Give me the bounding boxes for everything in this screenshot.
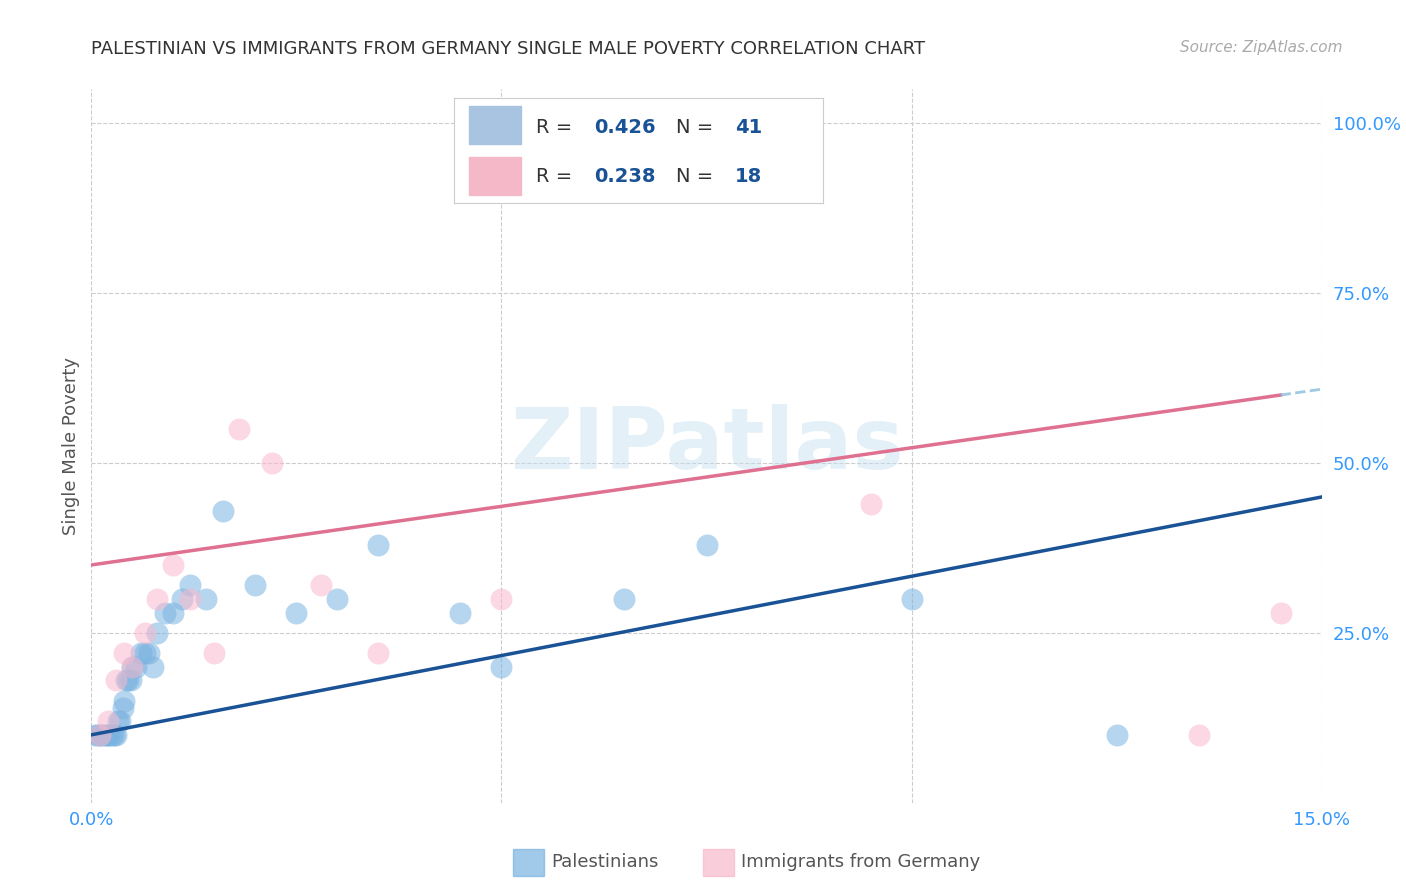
Point [121, 660, 143, 674]
Point [162, 606, 184, 620]
Point [162, 558, 184, 572]
Point [117, 673, 139, 688]
Point [134, 626, 156, 640]
Point [134, 646, 156, 660]
Point [900, 591, 922, 606]
Point [228, 422, 250, 436]
Point [142, 660, 165, 674]
Point [97, 714, 120, 729]
Point [326, 591, 349, 606]
Point [112, 694, 135, 708]
Point [84, 728, 107, 742]
Point [695, 537, 717, 551]
Point [96, 728, 117, 742]
Text: Palestinians: Palestinians [551, 853, 658, 871]
Point [89, 728, 111, 742]
Point [260, 456, 283, 470]
Point [367, 537, 389, 551]
Point [138, 646, 160, 660]
Point [146, 626, 169, 640]
Point [146, 591, 169, 606]
Point [245, 578, 267, 592]
Point [101, 728, 124, 742]
Point [170, 591, 193, 606]
Text: Immigrants from Germany: Immigrants from Germany [741, 853, 980, 871]
Point [114, 673, 138, 688]
Point [211, 503, 233, 517]
Point [108, 714, 131, 729]
Point [98, 728, 121, 742]
Point [103, 728, 125, 742]
Text: ZIPatlas: ZIPatlas [509, 404, 904, 488]
Point [613, 591, 636, 606]
Point [105, 673, 127, 688]
Point [90, 728, 112, 742]
Point [87, 728, 110, 742]
Point [285, 606, 308, 620]
Text: Source: ZipAtlas.com: Source: ZipAtlas.com [1180, 40, 1343, 55]
Point [179, 591, 201, 606]
Point [1270, 606, 1292, 620]
Point [491, 591, 513, 606]
Point [195, 591, 218, 606]
Point [153, 606, 177, 620]
Point [120, 673, 142, 688]
Point [125, 660, 148, 674]
Point [97, 728, 120, 742]
Point [449, 606, 471, 620]
Point [89, 728, 111, 742]
Point [93, 728, 115, 742]
Point [1187, 728, 1209, 742]
Point [491, 660, 513, 674]
Point [367, 646, 389, 660]
Point [179, 578, 201, 592]
Point [121, 660, 143, 674]
Point [107, 714, 129, 729]
Point [105, 728, 127, 742]
Text: PALESTINIAN VS IMMIGRANTS FROM GERMANY SINGLE MALE POVERTY CORRELATION CHART: PALESTINIAN VS IMMIGRANTS FROM GERMANY S… [91, 40, 925, 58]
Point [111, 700, 134, 714]
Point [1105, 728, 1128, 742]
Point [859, 497, 882, 511]
Y-axis label: Single Male Poverty: Single Male Poverty [62, 357, 80, 535]
Point [309, 578, 332, 592]
Point [202, 646, 225, 660]
Point [112, 646, 135, 660]
Point [129, 646, 152, 660]
